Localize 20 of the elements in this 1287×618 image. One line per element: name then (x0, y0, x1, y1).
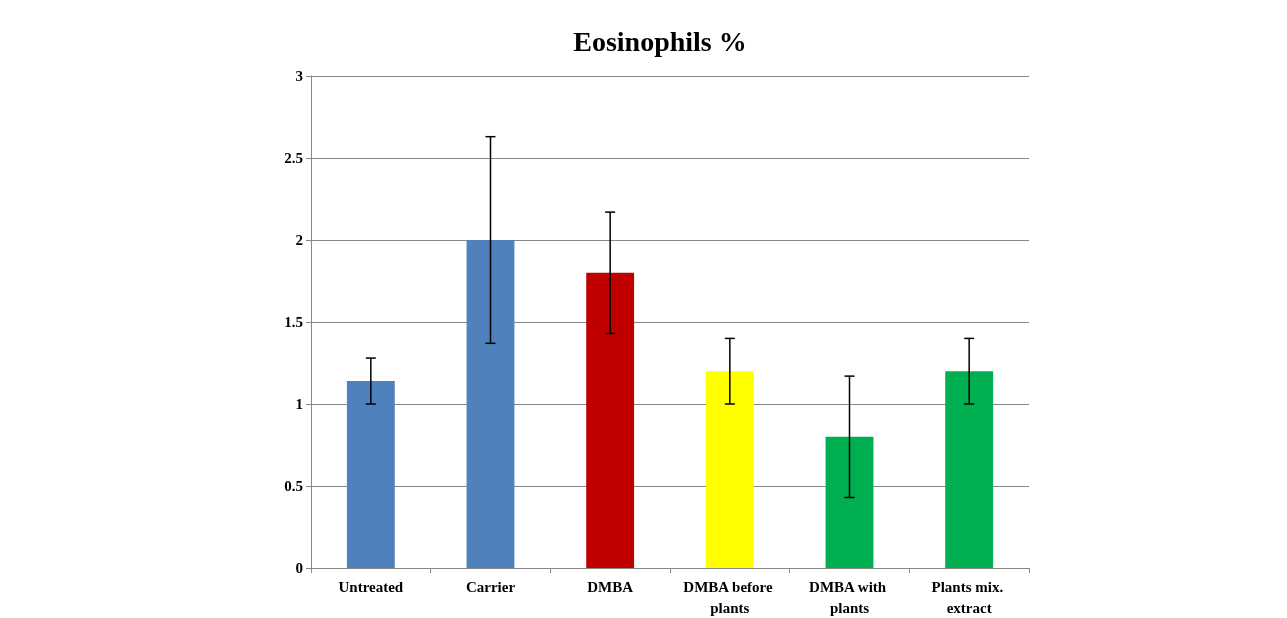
bar (705, 371, 754, 568)
bar (586, 272, 635, 568)
x-tick-label: Carrier (465, 578, 516, 595)
y-tick-label: 2 (295, 232, 303, 248)
chart-title: Eosinophils % (573, 25, 747, 57)
x-tick-label: Plants mix. extract (931, 578, 1007, 616)
y-tick-label: 1.5 (284, 314, 303, 330)
bar (945, 371, 994, 568)
y-tick-label: 2.5 (284, 150, 303, 166)
x-tick-label: Untreated (338, 578, 404, 595)
x-tick-label: DMBA with plants (809, 578, 890, 616)
y-tick-label: 1 (295, 396, 303, 412)
x-tick-label: DMBA before plants (683, 578, 777, 616)
bar (825, 436, 874, 568)
y-tick-label: 0 (295, 560, 303, 576)
x-tick-label: DMBA (587, 578, 634, 595)
y-tick-label: 3 (295, 68, 303, 84)
bar (466, 240, 515, 568)
y-tick-label: 0.5 (284, 478, 303, 494)
bar (346, 381, 395, 568)
